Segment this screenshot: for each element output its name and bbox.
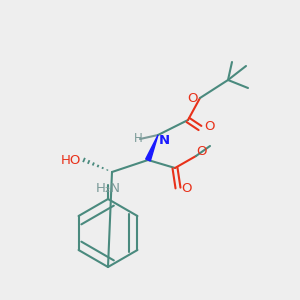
Text: O: O (196, 145, 206, 158)
Text: O: O (204, 121, 214, 134)
Polygon shape (146, 135, 158, 161)
Text: N: N (159, 134, 170, 147)
Text: O: O (188, 92, 198, 104)
Text: H₂N: H₂N (95, 182, 121, 195)
Text: O: O (181, 182, 191, 194)
Text: HO: HO (61, 154, 81, 166)
Text: H: H (134, 133, 142, 146)
